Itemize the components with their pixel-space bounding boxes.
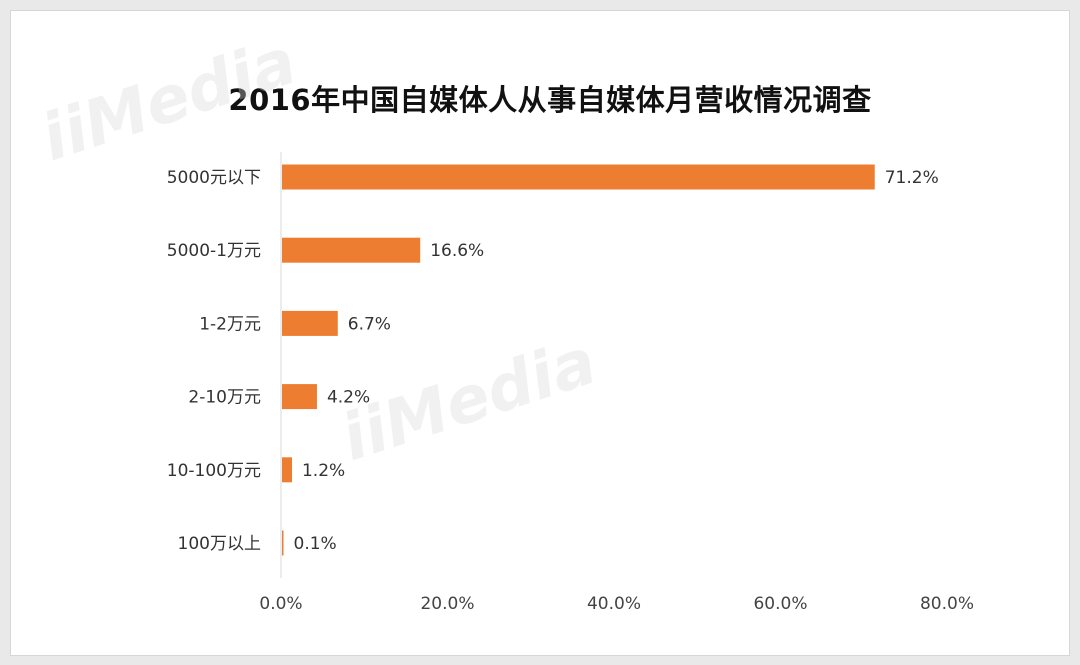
category-label: 1-2万元 <box>199 314 261 334</box>
category-label: 5000元以下 <box>167 168 261 188</box>
x-tick-label: 60.0% <box>753 594 807 614</box>
data-label: 71.2% <box>885 168 939 188</box>
bar <box>282 384 317 410</box>
category-label: 100万以上 <box>178 534 261 554</box>
data-label: 16.6% <box>430 241 484 261</box>
x-tick-label: 0.0% <box>259 594 302 614</box>
data-label: 6.7% <box>348 314 391 334</box>
labels-layer: 5000元以下 71.2% 5000-1万元 16.6% 1-2万元 6.7% 2-10万元… <box>167 168 974 614</box>
data-label: 0.1% <box>294 534 337 554</box>
category-label: 2-10万元 <box>188 388 261 408</box>
bar <box>282 237 421 263</box>
category-label: 10-100万元 <box>167 461 261 481</box>
x-tick-label: 80.0% <box>920 594 974 614</box>
bar <box>282 530 284 556</box>
bar <box>282 310 338 336</box>
bar <box>282 164 875 190</box>
x-tick-label: 40.0% <box>587 594 641 614</box>
data-label: 1.2% <box>302 461 345 481</box>
chart-frame: 2016年中国自媒体人从事自媒体月营收情况调查 iiMedia iiMedia 5… <box>10 10 1070 656</box>
chart-title: 2016年中国自媒体人从事自媒体月营收情况调查 <box>228 83 872 117</box>
bar <box>282 457 292 483</box>
category-label: 5000-1万元 <box>167 241 261 261</box>
x-tick-label: 20.0% <box>420 594 474 614</box>
bars-layer <box>282 164 875 556</box>
watermark-text: iiMedia <box>333 325 605 476</box>
watermark-text: iiMedia <box>33 25 305 176</box>
data-label: 4.2% <box>327 388 370 408</box>
